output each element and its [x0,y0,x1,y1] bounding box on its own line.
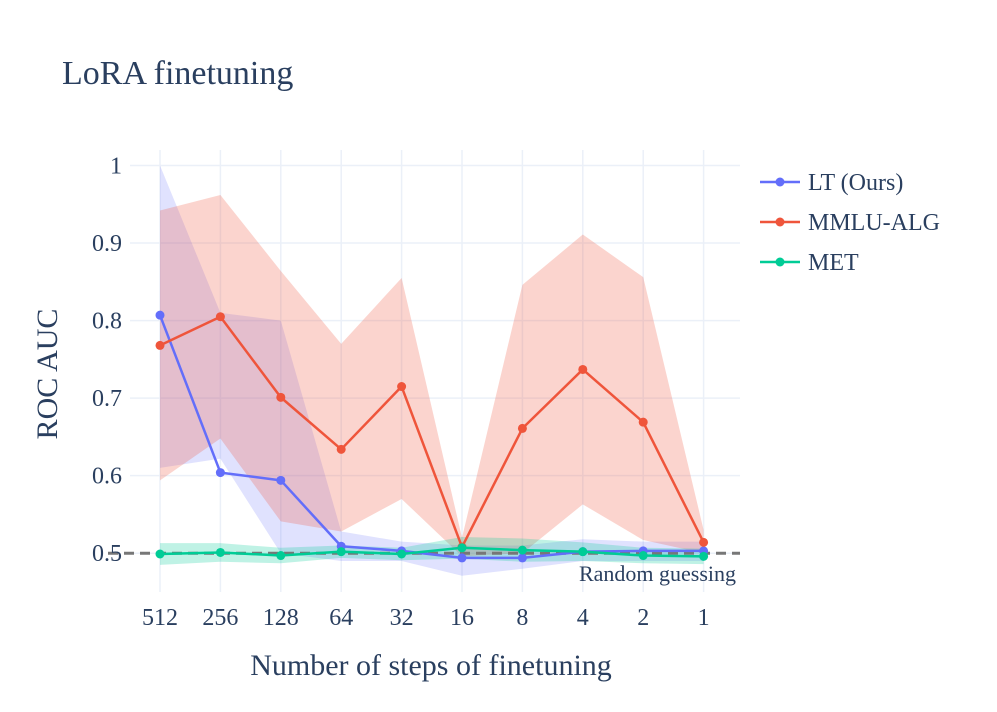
legend-item-1[interactable]: MMLU-ALG [760,210,940,236]
data-point [397,382,407,392]
y-tick-label: 0.8 [92,309,122,335]
data-point [155,340,165,350]
y-tick-label: 1 [110,154,122,180]
y-axis-title: ROC AUC [31,309,64,440]
data-point [215,468,225,478]
series-lines [155,310,709,563]
data-point [699,537,709,547]
data-point [699,551,709,561]
data-point [397,549,407,559]
data-point [638,417,648,427]
x-tick-label: 8 [516,605,528,631]
data-point [457,553,467,563]
data-point [336,547,346,557]
random-guessing-label: Random guessing [579,561,736,586]
data-point [215,547,225,557]
legend-item-0[interactable]: LT (Ours) [760,170,903,196]
data-point [155,549,165,559]
data-point [336,444,346,454]
band-series-0 [160,165,704,576]
legend-label: MET [808,250,859,276]
x-tick-label: 2 [637,605,649,631]
x-tick-label: 512 [142,605,178,631]
legend-swatch-marker [775,177,785,187]
chart-title: LoRA finetuning [62,55,293,92]
data-point [276,551,286,561]
data-point [638,551,648,561]
data-point [517,553,527,563]
series-line-1 [159,315,705,549]
x-tick-label: 256 [202,605,238,631]
legend-item-2[interactable]: MET [760,250,859,276]
x-tick-label: 16 [450,605,474,631]
x-tick-label: 1 [698,605,710,631]
legend-label: LT (Ours) [808,170,903,196]
band-series-1 [160,194,704,557]
data-point [578,547,588,557]
tick-labels: 512 256 128 64 32 16 8 4 2 1 0.5 0.6 0.7 0.8 0.9 1 [92,154,710,631]
legend-swatch-marker [775,257,785,267]
series-line-0 [158,314,704,560]
data-point [215,312,225,322]
legend-label: MMLU-ALG [808,210,940,236]
data-point [517,545,527,555]
legend-swatch-marker [775,217,785,227]
data-point [517,423,527,433]
x-tick-label: 64 [329,605,353,631]
x-tick-label: 32 [390,605,414,631]
data-point [578,364,588,374]
series-line-2 [159,546,704,558]
x-axis-title: Number of steps of finetuning [250,649,612,682]
data-point [276,392,286,402]
y-tick-label: 0.9 [92,231,122,257]
data-point [155,310,165,320]
data-point [276,475,286,485]
data-point [457,543,467,553]
x-tick-label: 128 [263,605,299,631]
y-tick-label: 0.5 [92,541,122,567]
y-tick-label: 0.6 [92,464,122,490]
y-tick-label: 0.7 [92,386,122,412]
x-tick-label: 4 [577,605,589,631]
legend[interactable]: LT (Ours) MMLU-ALG MET [760,170,940,276]
confidence-bands [160,165,704,576]
